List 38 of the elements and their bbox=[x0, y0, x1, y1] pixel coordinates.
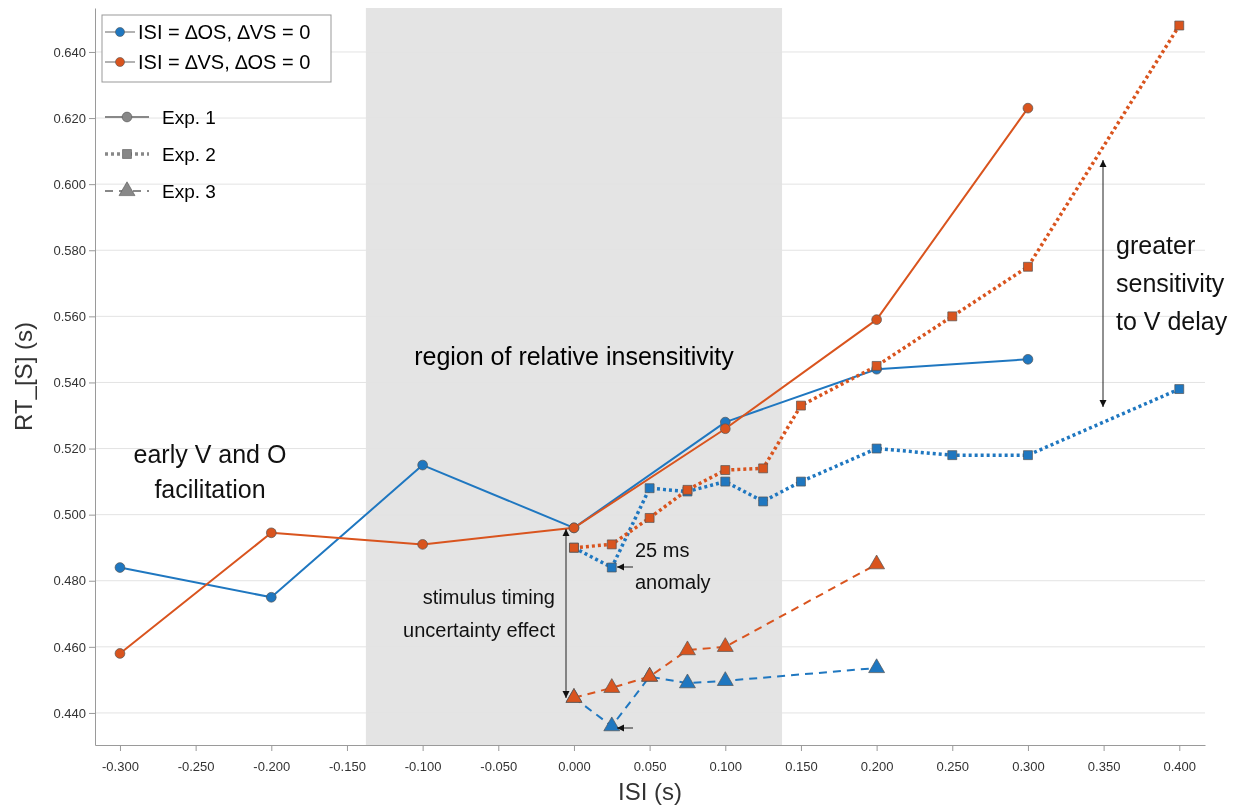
y-tick-label: 0.580 bbox=[53, 242, 86, 258]
x-tick-label: 0.300 bbox=[1012, 758, 1045, 774]
x-tick-label: 0.100 bbox=[709, 758, 743, 774]
annotation: 25 ms anomaly bbox=[635, 539, 711, 593]
y-tick-label: 0.520 bbox=[53, 441, 86, 457]
annotation: Exp. 2 bbox=[162, 144, 216, 165]
x-tick-label: 0.000 bbox=[558, 758, 591, 774]
y-tick-label: 0.560 bbox=[53, 309, 86, 325]
y-tick-label: 0.600 bbox=[53, 176, 86, 192]
y-tick-label: 0.640 bbox=[53, 44, 86, 60]
x-axis-title: ISI (s) bbox=[618, 778, 682, 805]
x-tick-label: -0.050 bbox=[480, 758, 518, 774]
x-tick-label: 0.050 bbox=[633, 758, 667, 774]
x-tick-label: 0.400 bbox=[1163, 758, 1197, 774]
annotation: greater sensitivity to V delay bbox=[1116, 231, 1228, 335]
y-tick-label: 0.480 bbox=[53, 573, 86, 589]
y-tick-label: 0.460 bbox=[53, 639, 86, 655]
x-tick-label: 0.150 bbox=[785, 758, 818, 774]
x-tick-label: 0.200 bbox=[860, 758, 894, 774]
y-tick-label: 0.540 bbox=[53, 375, 86, 391]
annotation: early V and O facilitation bbox=[133, 440, 287, 503]
x-tick-label: 0.250 bbox=[936, 758, 970, 774]
band-label: region of relative insensitivity bbox=[414, 342, 735, 370]
annotation: stimulus timing uncertainty effect bbox=[403, 586, 556, 641]
legend-label: ISI = ∆VS, ∆OS = 0 bbox=[138, 51, 311, 73]
y-tick-label: 0.440 bbox=[53, 705, 86, 721]
legend-label: ISI = ∆OS, ∆VS = 0 bbox=[138, 21, 311, 43]
annotation: Exp. 3 bbox=[162, 181, 216, 202]
x-tick-label: -0.150 bbox=[329, 758, 366, 774]
x-tick-label: -0.250 bbox=[177, 758, 215, 774]
x-tick-label: -0.100 bbox=[404, 758, 442, 774]
x-tick-label: -0.300 bbox=[102, 758, 139, 774]
x-tick-label: -0.200 bbox=[253, 758, 291, 774]
annotation: Exp. 1 bbox=[162, 107, 216, 128]
y-axis-title: RT_[S] (s) bbox=[10, 322, 37, 431]
y-tick-label: 0.620 bbox=[53, 110, 86, 126]
x-tick-label: 0.350 bbox=[1087, 758, 1121, 774]
y-tick-label: 0.500 bbox=[53, 507, 86, 523]
